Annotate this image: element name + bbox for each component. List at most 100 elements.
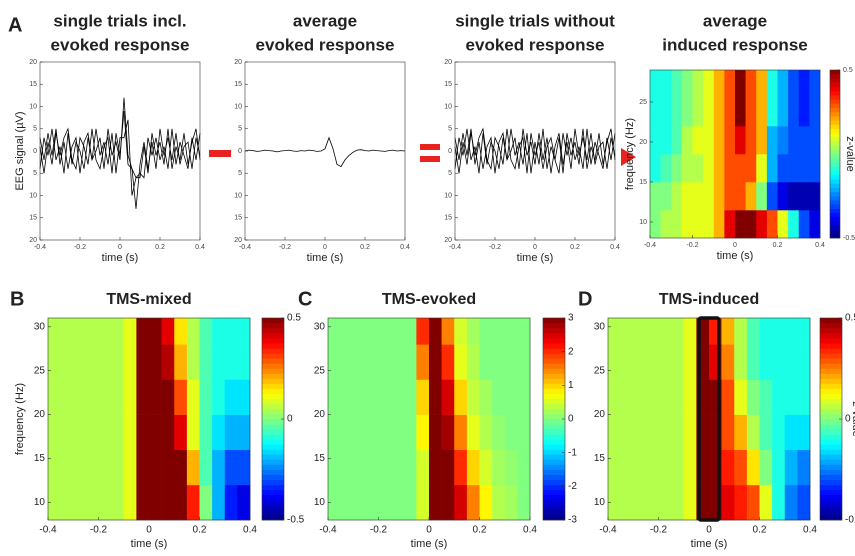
- panel-title: TMS-evoked: [382, 291, 476, 308]
- plot-frame: [454, 61, 616, 241]
- heat-cell: [212, 414, 226, 451]
- heat-cell: [391, 449, 405, 486]
- panel-title: TMS-mixed: [106, 291, 191, 308]
- heat-cell: [759, 318, 773, 345]
- heat-cell: [671, 154, 683, 183]
- colorbar-step: [830, 204, 840, 209]
- colorbar-step: [830, 149, 840, 155]
- heat-cell: [492, 484, 506, 521]
- y-tick-label: 10: [444, 103, 452, 110]
- heat-cell: [660, 70, 672, 99]
- colorbar-step: [262, 429, 284, 435]
- heat-cell: [48, 449, 61, 486]
- colorbar-step: [820, 429, 842, 435]
- heat-cell: [403, 484, 417, 521]
- heat-cell: [136, 344, 150, 380]
- colorbar-step: [262, 449, 284, 455]
- colorbar-step: [830, 99, 840, 104]
- heat-cell: [724, 210, 736, 239]
- colorbar-step: [262, 444, 284, 450]
- colorbar-step: [262, 494, 284, 501]
- heat-cell: [797, 379, 811, 415]
- heat-cell: [186, 318, 200, 345]
- heat-cell: [441, 344, 455, 380]
- heat-cell: [403, 449, 417, 486]
- colorbar-step: [830, 212, 840, 218]
- heat-cell: [759, 484, 773, 521]
- heat-cell: [681, 126, 693, 155]
- x-tick-label: 0.2: [360, 244, 370, 251]
- heat-cell: [224, 318, 238, 345]
- heat-cell: [809, 70, 821, 99]
- traces: [244, 136, 406, 168]
- colorbar-step: [830, 128, 840, 134]
- traces: [454, 127, 616, 174]
- heat-cell: [650, 126, 661, 155]
- x-axis-label: time (s): [517, 252, 554, 264]
- colorbar-step: [820, 484, 842, 490]
- colorbar-step: [262, 343, 284, 349]
- heat-cell: [48, 414, 61, 451]
- heat-cell: [504, 449, 518, 486]
- colorbar-step: [543, 489, 565, 496]
- colorbar-step: [820, 348, 842, 354]
- heat-cell: [48, 484, 61, 521]
- x-tick-label: 0.4: [400, 244, 410, 251]
- heat-cell: [620, 344, 634, 380]
- heat-cell: [224, 379, 238, 415]
- heat-cell: [620, 414, 634, 451]
- heat-cell: [650, 98, 661, 127]
- heat-cell: [85, 379, 99, 415]
- colorbar-step: [820, 434, 842, 440]
- heat-cell: [713, 182, 725, 211]
- heat-cell: [85, 449, 99, 486]
- heat-cell: [492, 318, 506, 345]
- heat-cell: [756, 210, 768, 239]
- heat-cell: [48, 318, 61, 345]
- heat-cell: [391, 318, 405, 345]
- colorbar-step: [830, 70, 840, 75]
- colorbar-step: [830, 229, 840, 235]
- colorbar-step: [830, 191, 840, 197]
- heat-cell: [73, 414, 87, 451]
- colorbar-step: [830, 145, 840, 151]
- x-tick-label: -0.2: [489, 244, 501, 251]
- heat-cell: [161, 344, 175, 380]
- heat-cell: [650, 210, 661, 239]
- heat-cell: [645, 449, 659, 486]
- heat-cell: [237, 484, 251, 521]
- colorbar-step: [543, 449, 565, 455]
- x-tick-label: 0: [706, 525, 712, 536]
- heat-cell: [123, 414, 137, 451]
- x-tick-label: 0: [146, 525, 152, 536]
- colorbar-step: [543, 318, 565, 324]
- heat-cell: [454, 344, 468, 380]
- heat-cell: [429, 379, 442, 415]
- y-tick-label: 25: [639, 99, 647, 106]
- trace-line: [454, 127, 616, 174]
- y-tick-label: 10: [594, 497, 606, 508]
- colorbar-step: [543, 388, 565, 395]
- heat-cell: [671, 70, 683, 99]
- colorbar-step: [262, 408, 284, 415]
- colorbar-step: [820, 318, 842, 324]
- heat-cell: [721, 484, 735, 521]
- heat-cell: [692, 70, 704, 99]
- colorbar-step: [543, 403, 565, 410]
- y-tick-label: 20: [639, 139, 647, 146]
- heat-cell: [199, 414, 213, 451]
- colorbar-step: [262, 454, 284, 460]
- heat-cell: [149, 379, 162, 415]
- heat-cell: [645, 379, 659, 415]
- heat-cell: [416, 318, 430, 345]
- heat-cell: [724, 126, 736, 155]
- colorbar-step: [830, 107, 840, 113]
- heat-cell: [136, 484, 150, 521]
- heat-cell: [681, 154, 693, 183]
- colorbar-step: [543, 363, 565, 369]
- colorbar-step: [543, 393, 565, 400]
- heat-cell: [721, 318, 735, 345]
- heat-cell: [734, 484, 748, 521]
- colorbar-step: [820, 353, 842, 359]
- colorbar-step: [543, 474, 565, 480]
